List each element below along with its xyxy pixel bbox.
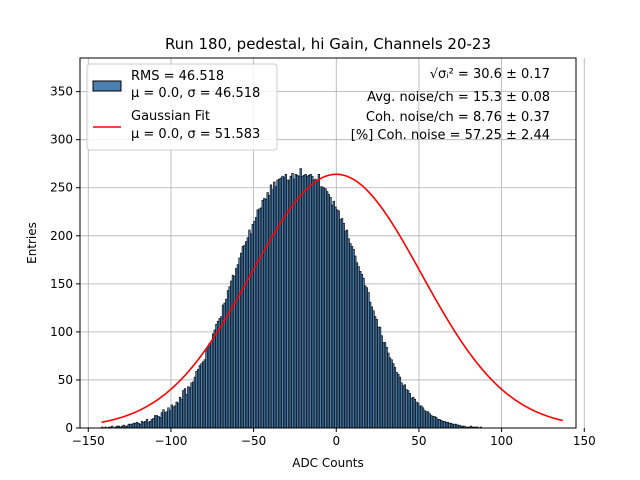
legend-histogram-swatch (92, 80, 122, 92)
y-axis-ticks: 0 50 100 150 200 250 300 350 (50, 85, 80, 435)
plot-frame (79, 57, 577, 429)
x-tick-label: 100 (490, 434, 513, 448)
gaussian-fit-layer (101, 173, 563, 424)
chart-title: Run 180, pedestal, hi Gain, Channels 20-… (165, 35, 491, 53)
gaussian-fit-line (101, 173, 563, 424)
y-tick-label: 0 (65, 421, 73, 435)
coh-noise-annotation: Coh. noise/ch = 8.76 ± 0.37 (366, 110, 550, 125)
legend: RMS = 46.518 μ = 0.0, σ = 46.518 Gaussia… (86, 63, 278, 151)
x-tick-label: 150 (573, 434, 596, 448)
coh-noise-percent-annotation: [%] Coh. noise = 57.25 ± 2.44 (351, 128, 550, 143)
sigma-i-squared-value: = 30.6 ± 0.17 (454, 67, 550, 82)
sigma-i-squared-symbol: √σᵢ² (430, 67, 454, 82)
legend-fit-stats: μ = 0.0, σ = 51.583 (131, 127, 260, 142)
x-axis-ticks: −150 −100 −50 0 50 100 150 (72, 428, 596, 448)
y-tick-label: 150 (50, 277, 73, 291)
y-tick-label: 250 (50, 181, 73, 195)
legend-histogram-label: RMS = 46.518 (131, 69, 224, 84)
sigma-i-squared-annotation: √σᵢ² = 30.6 ± 0.17 (430, 67, 550, 82)
y-axis-label: Entries (25, 222, 39, 264)
x-tick-label: −100 (154, 434, 187, 448)
x-tick-label: 0 (332, 434, 340, 448)
y-tick-label: 50 (58, 373, 73, 387)
legend-histogram-stats: μ = 0.0, σ = 46.518 (131, 86, 260, 101)
legend-fit-label: Gaussian Fit (131, 109, 210, 124)
noise-annotations: √σᵢ² = 30.6 ± 0.17 Avg. noise/ch = 15.3 … (351, 67, 550, 143)
y-tick-label: 300 (50, 133, 73, 147)
y-tick-label: 200 (50, 229, 73, 243)
x-tick-label: −150 (72, 434, 105, 448)
avg-noise-annotation: Avg. noise/ch = 15.3 ± 0.08 (367, 90, 550, 105)
x-tick-label: 50 (411, 434, 426, 448)
x-tick-label: −50 (241, 434, 266, 448)
y-tick-label: 100 (50, 325, 73, 339)
x-axis-label: ADC Counts (292, 456, 364, 470)
legend-box (86, 63, 278, 151)
y-tick-label: 350 (50, 85, 73, 99)
